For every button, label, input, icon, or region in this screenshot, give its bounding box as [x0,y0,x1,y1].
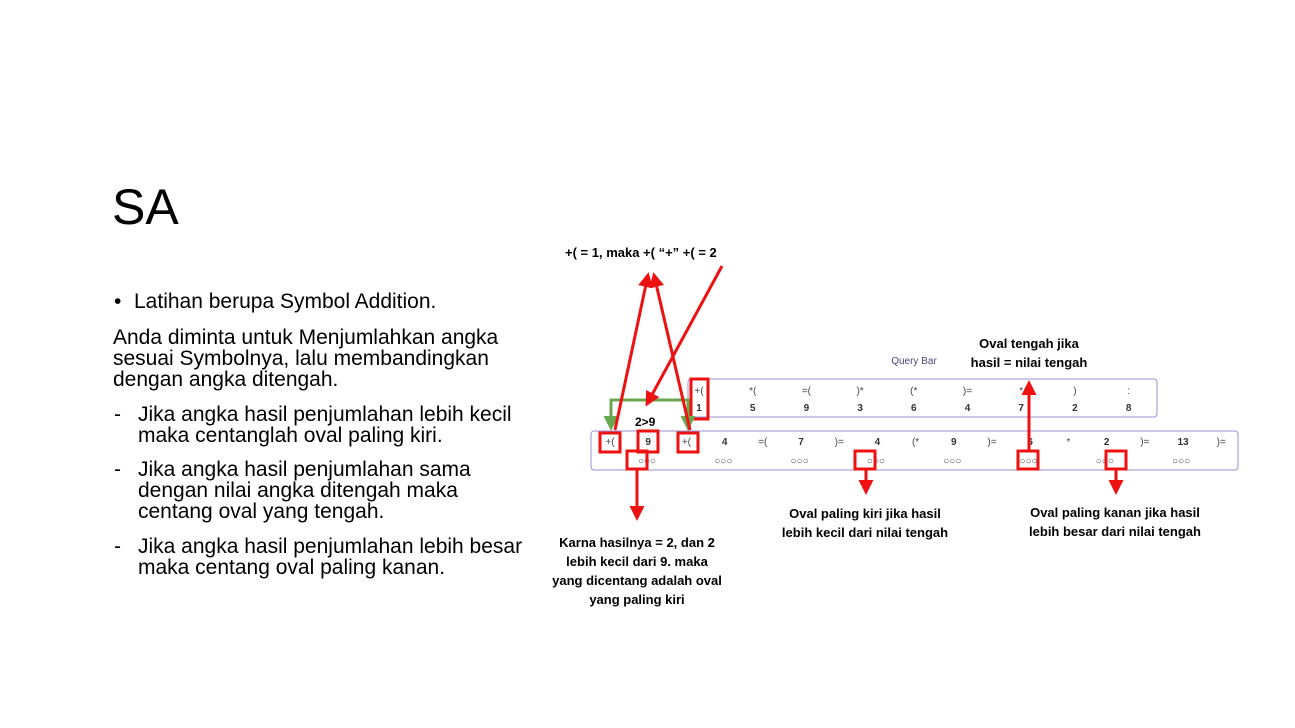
answer-symbol: )= [987,437,996,448]
query-value: 9 [804,403,810,414]
answer-symbol: (* [912,437,919,448]
query-symbol: (* [910,386,917,397]
query-symbol: ) [1073,386,1076,397]
highlight-oval-example-4 [1104,449,1128,471]
query-value: 8 [1126,403,1132,414]
query-bar [687,378,1158,418]
answer-number: 4 [722,437,728,448]
note-bigger-oval: Oval paling kanan jika hasil lebih besar… [1029,505,1201,539]
bullet-dot: • [114,290,122,313]
highlight-boxes [598,377,1128,471]
query-symbol: * [1019,386,1023,397]
answer-cells: +(9 +(4 =(7)= 4 (* 9)= 6 * 2)= 13)= [605,437,1226,448]
dash-mark: - [114,458,121,481]
answer-symbol: )= [1140,437,1149,448]
dash-mark: - [114,403,121,426]
highlight-query-symbol [689,377,710,421]
bullet-item: • Latihan berupa Symbol Addition. [114,291,436,312]
highlight-symbol-right [676,431,700,454]
query-value: 4 [965,403,971,414]
answer-bar [590,430,1239,471]
answer-number: 9 [951,437,957,448]
query-symbol: *( [749,386,757,397]
answer-symbol: )= [1217,437,1226,448]
answer-number: 7 [798,437,804,448]
answer-number: 4 [875,437,881,448]
note-middle-oval: Oval tengah jika hasil = nilai tengah [970,336,1088,370]
rule-text: Jika angka hasil penjumlahan sama dengan… [138,458,471,523]
red-arrows [613,265,1124,521]
query-symbol: : [1127,386,1130,397]
rule-text: Jika angka hasil penjumlahan lebih kecil… [138,403,512,447]
answer-number: 9 [645,437,651,448]
slide-title: SA [112,179,179,235]
answer-symbol: =( [758,437,768,448]
answer-symbol: +( [682,437,692,448]
query-cells: +(*(=()* (*)= *):1 5 9 3 6 4 7 2 8 [694,386,1131,414]
answer-symbol: )= [835,437,844,448]
query-value: 5 [750,403,756,414]
oval-group: ○○○ [1019,456,1037,467]
query-bar-label: Query Bar [891,356,937,367]
highlight-symbol-left [598,431,622,454]
query-value: 7 [1018,403,1024,414]
query-value: 1 [696,403,702,414]
oval-group: ○○○ [1172,456,1190,467]
query-value: 2 [1072,403,1078,414]
answer-number: 13 [1177,437,1189,448]
query-symbol: +( [694,386,704,397]
oval-group: ○○○ [791,456,809,467]
query-symbol: )* [856,386,863,397]
answer-number: 2 [1104,437,1110,448]
rule-text: Jika angka hasil penjumlahan lebih besar… [138,535,523,579]
highlight-oval-example-2 [853,449,877,471]
highlight-left-oval [625,449,649,471]
query-symbol: =( [802,386,812,397]
note-smaller-oval: Oval paling kiri jika hasil lebih kecil … [781,506,949,540]
instruction-paragraph: Anda diminta untuk Menjumlahkan angka se… [113,326,499,391]
query-value: 3 [857,403,863,414]
query-value: 6 [911,403,917,414]
oval-group: ○○○ [714,456,732,467]
dash-mark: - [114,535,121,558]
answer-symbol: +( [605,437,615,448]
arrow-note-to-comparison [645,265,724,407]
arrow-left-to-note [613,272,653,431]
answer-symbol: * [1066,437,1070,448]
query-symbol: )= [963,386,972,397]
top-note: +( = 1, maka +( “+” +( = 2 [565,245,717,260]
bullet-text: Latihan berupa Symbol Addition. [134,290,437,313]
oval-group: ○○○ [943,456,961,467]
comparison-label: 2>9 [635,415,656,429]
arrow-right-to-note [649,272,692,431]
note-left-result: Karna hasilnya = 2, dan 2 lebih kecil da… [552,535,722,607]
